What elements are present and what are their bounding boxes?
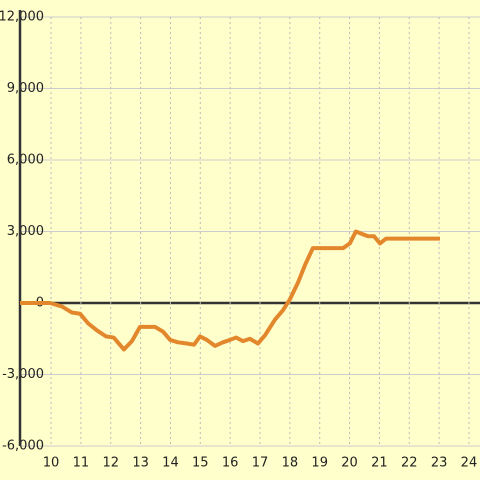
x-tick-label: 17	[252, 456, 269, 471]
x-tick-label: 22	[401, 456, 418, 471]
y-tick-label: 6,000	[7, 153, 44, 168]
x-tick-label: 15	[192, 456, 209, 471]
data-line	[20, 229, 440, 352]
x-tick-label: 10	[43, 456, 60, 471]
x-tick-label: 23	[431, 456, 448, 471]
x-tick-label: 24	[461, 456, 478, 471]
x-tick-label: 19	[311, 456, 328, 471]
y-tick-label: 3,000	[7, 224, 44, 239]
y-tick-label: 9,000	[7, 81, 44, 96]
x-tick-label: 13	[132, 456, 149, 471]
x-tick-label: 18	[282, 456, 299, 471]
y-tick-label: -6,000	[2, 439, 44, 454]
x-tick-label: 16	[222, 456, 239, 471]
x-tick-label: 14	[162, 456, 179, 471]
x-tick-label: 20	[341, 456, 358, 471]
x-tick-label: 21	[371, 456, 388, 471]
x-tick-label: 11	[73, 456, 90, 471]
x-tick-label: 12	[102, 456, 119, 471]
y-tick-label: -3,000	[2, 367, 44, 382]
y-tick-label: 12,000	[0, 10, 44, 25]
